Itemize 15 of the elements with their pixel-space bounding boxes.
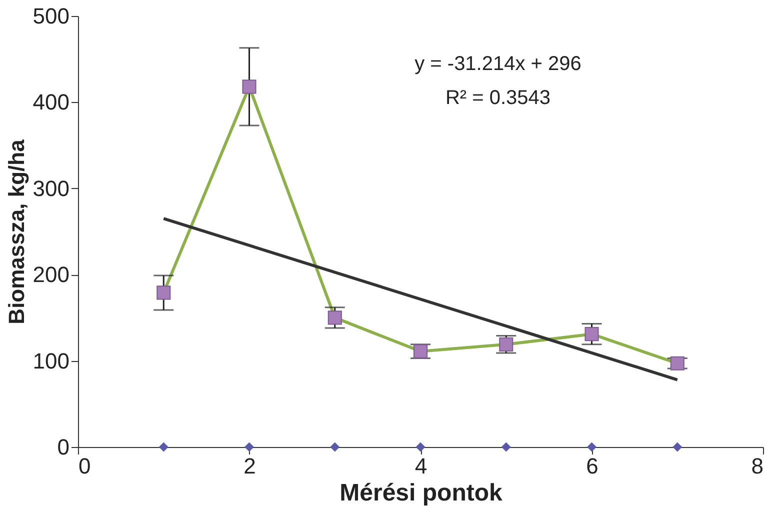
x-tick-label: 2 bbox=[244, 454, 256, 478]
y-tick-label: 500 bbox=[32, 4, 70, 28]
x-axis-title: Mérési pontok bbox=[340, 480, 503, 506]
y-axis-title: Biomassza, kg/ha bbox=[4, 138, 29, 324]
y-tick-label: 200 bbox=[32, 262, 70, 288]
x-tick-label: 6 bbox=[586, 454, 598, 478]
x-tick-label: 4 bbox=[414, 454, 428, 478]
annotation: R² = 0.3543 bbox=[445, 87, 551, 109]
annotation: y = -31.214x + 296 bbox=[414, 53, 582, 75]
y-tick-label: 400 bbox=[32, 90, 70, 115]
y-tick-label: 300 bbox=[32, 176, 70, 201]
y-tick-label: 100 bbox=[32, 348, 70, 374]
y-tick-label: 0 bbox=[57, 434, 70, 460]
x-tick-label: 8 bbox=[751, 454, 764, 478]
x-tick-label: 0 bbox=[78, 454, 91, 478]
